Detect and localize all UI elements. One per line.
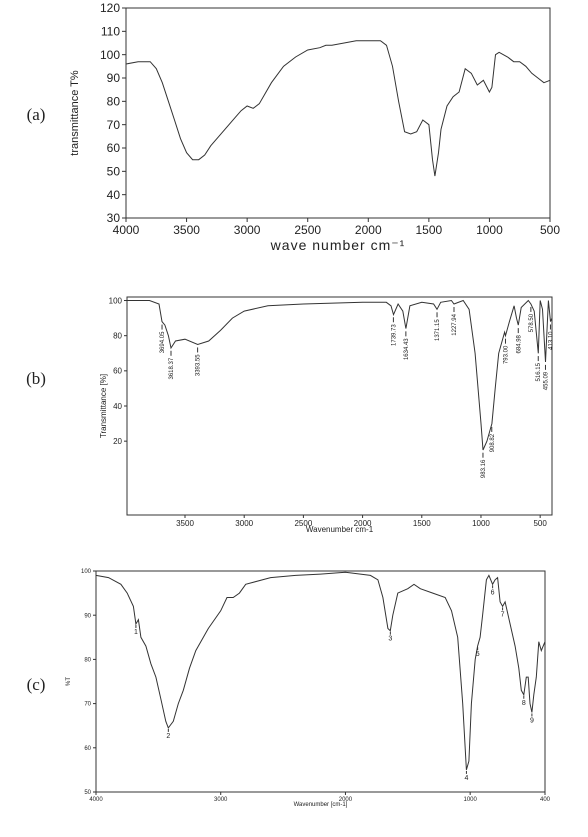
- y-tick-label: 50: [84, 790, 91, 796]
- y-axis-label: Transmittance [%]: [99, 374, 108, 438]
- peak-label: 516.15: [536, 362, 542, 381]
- x-tick-label: 2000: [339, 797, 353, 803]
- plot-frame: [95, 570, 546, 793]
- peak-label: 3393.55: [196, 354, 202, 376]
- spectrum-line: [125, 40, 551, 177]
- y-tick-label: 50: [107, 165, 121, 179]
- x-tick-label: 2000: [354, 519, 372, 528]
- plot-frame: [126, 296, 553, 516]
- spectrum-line: [95, 571, 546, 771]
- y-tick-label: 80: [107, 95, 121, 109]
- peak-label: 1739.73: [391, 324, 397, 346]
- peak-label: 793.00: [503, 345, 509, 364]
- peak-label: 7: [501, 611, 505, 618]
- x-tick-label: 2500: [294, 519, 312, 528]
- y-tick-label: 60: [107, 141, 121, 155]
- y-tick-label: 40: [107, 188, 121, 202]
- x-tick-label: 1500: [416, 223, 443, 237]
- y-tick-label: 110: [101, 25, 120, 39]
- x-tick-label: 400: [540, 797, 551, 803]
- y-tick-label: 70: [107, 118, 121, 132]
- x-tick-label: 1000: [472, 519, 490, 528]
- y-axis-label: %T: [66, 677, 72, 686]
- peak-label: 1227.94: [452, 313, 458, 335]
- y-tick-label: 100: [81, 569, 92, 575]
- y-tick-label: 120: [100, 1, 120, 15]
- x-tick-label: 2500: [294, 223, 321, 237]
- peak-label: 4: [464, 775, 468, 782]
- peak-label: 983.16: [481, 459, 487, 478]
- peak-label: 1371.15: [435, 319, 441, 341]
- peak-label: 3694.05: [160, 331, 166, 353]
- peak-label: 684.98: [516, 334, 522, 353]
- peak-label: 455.09: [543, 371, 549, 390]
- y-tick-label: 30: [107, 211, 121, 225]
- x-tick-label: 1500: [413, 519, 431, 528]
- panel-label: (c): [27, 675, 46, 694]
- y-tick-label: 60: [113, 367, 122, 376]
- x-axis-label: Wavenumber [cm-1]: [294, 802, 348, 808]
- peak-label: 413.10: [548, 331, 554, 350]
- y-tick-label: 20: [113, 437, 122, 446]
- x-tick-label: 2000: [355, 223, 382, 237]
- x-tick-label: 1000: [476, 223, 503, 237]
- y-tick-label: 60: [84, 746, 91, 752]
- y-tick-label: 40: [113, 402, 122, 411]
- y-tick-label: 80: [84, 658, 91, 664]
- x-tick-label: 500: [540, 223, 560, 237]
- spectrum-line: [127, 299, 553, 451]
- y-tick-label: 90: [107, 71, 121, 85]
- peak-label: 1: [134, 629, 138, 636]
- y-tick-label: 80: [113, 331, 122, 340]
- x-tick-label: 1000: [463, 797, 477, 803]
- y-axis-label: transmittance T%: [69, 70, 81, 156]
- plot-frame: [125, 7, 551, 219]
- peak-label: 578.50: [529, 313, 535, 332]
- peak-label: 2: [166, 733, 170, 740]
- peak-label: 5: [476, 651, 480, 658]
- x-axis-label: wave number cm⁻¹: [270, 237, 406, 253]
- peak-label: 3618.37: [169, 357, 175, 379]
- peak-label: 1634.43: [404, 338, 410, 360]
- x-tick-label: 3000: [235, 519, 253, 528]
- panel-label: (b): [26, 369, 46, 388]
- peak-label: 3: [388, 636, 392, 643]
- y-tick-label: 100: [100, 48, 120, 62]
- y-tick-label: 70: [84, 702, 91, 708]
- peak-label: 8: [522, 700, 526, 707]
- y-tick-label: 90: [84, 613, 91, 619]
- peak-label: 9: [530, 717, 534, 724]
- panel-label: (a): [27, 105, 46, 124]
- x-tick-label: 3500: [173, 223, 200, 237]
- x-tick-label: 500: [533, 519, 547, 528]
- x-tick-label: 3500: [176, 519, 194, 528]
- x-tick-label: 4000: [113, 223, 140, 237]
- peak-label: 908.82: [490, 433, 496, 452]
- x-axis-label: Wavenumber cm-1: [306, 525, 374, 534]
- x-tick-label: 3000: [234, 223, 261, 237]
- y-tick-label: 100: [109, 296, 123, 305]
- peak-label: 6: [491, 589, 495, 596]
- x-tick-label: 4000: [89, 797, 103, 803]
- x-tick-label: 3000: [214, 797, 228, 803]
